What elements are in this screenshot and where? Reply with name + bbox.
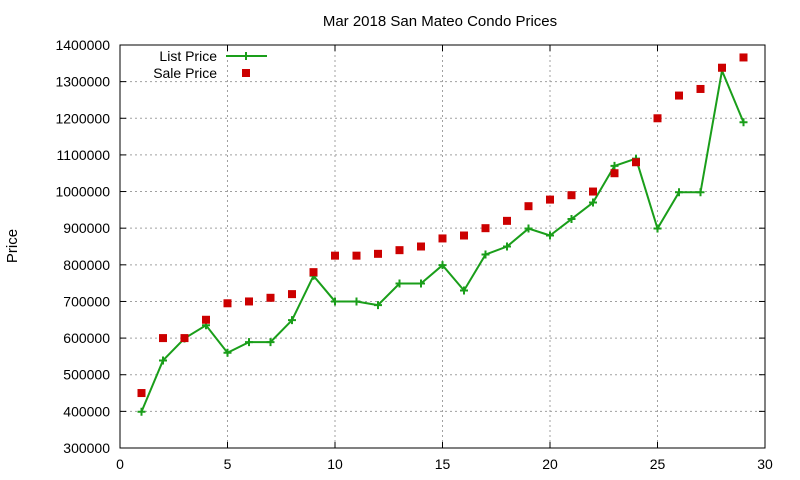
series-layer: [137, 53, 748, 416]
list-price-point: [589, 198, 597, 207]
x-tick-label: 30: [757, 456, 773, 472]
legend-square-swatch: [242, 69, 250, 77]
x-tick-label: 15: [435, 456, 451, 472]
sale-price-point: [675, 91, 683, 100]
sale-price-point: [202, 315, 210, 324]
list-price-point: [288, 316, 296, 325]
x-tick-label: 20: [542, 456, 558, 472]
legend-label: List Price: [159, 48, 217, 64]
sale-price-point: [331, 251, 339, 260]
list-price-point: [331, 297, 339, 306]
sale-price-point: [481, 224, 490, 233]
y-tick-label: 1200000: [55, 110, 110, 126]
y-tick-label: 1400000: [55, 37, 110, 53]
sale-price-point: [524, 202, 533, 211]
y-tick-label: 800000: [63, 257, 110, 273]
chart-title: Mar 2018 San Mateo Condo Prices: [323, 13, 557, 30]
sale-price-point: [223, 299, 232, 308]
axis-ticks: 0 5 10 15 20 25 30 300000 400000 500000 600000 7000…: [55, 37, 773, 472]
list-price-point: [266, 338, 275, 347]
y-tick-label: 1300000: [55, 74, 110, 90]
list-price-point: [395, 279, 404, 288]
sale-price-point: [180, 334, 189, 343]
list-price-point: [223, 348, 232, 357]
y-tick-label: 500000: [63, 367, 110, 383]
y-tick-label: 300000: [63, 440, 110, 456]
sale-price-point: [632, 158, 640, 167]
list-price-point: [567, 215, 576, 224]
series-sale-price: [137, 53, 748, 398]
sale-price-point: [159, 334, 167, 343]
list-price-point: [245, 338, 253, 347]
list-price-point: [503, 242, 511, 251]
sale-price-point: [503, 216, 511, 225]
list-price-point: [481, 250, 490, 259]
y-tick-label: 400000: [63, 403, 110, 419]
list-price-point: [739, 118, 748, 127]
sale-price-point: [288, 290, 296, 299]
x-tick-label: 10: [327, 456, 343, 472]
y-tick-label: 700000: [63, 293, 110, 309]
sale-price-point: [395, 246, 404, 255]
sale-price-point: [245, 297, 253, 306]
x-tick-label: 25: [650, 456, 666, 472]
list-price-point: [438, 261, 447, 270]
sale-price-point: [374, 249, 382, 258]
sale-price-point: [696, 84, 705, 93]
sale-price-point: [653, 114, 662, 123]
y-tick-label: 1000000: [55, 184, 110, 200]
sale-price-point: [718, 63, 726, 72]
grid-lines: [120, 45, 765, 448]
y-tick-label: 900000: [63, 220, 110, 236]
list-price-point: [159, 356, 167, 365]
list-price-point: [374, 301, 382, 310]
list-price-point: [675, 188, 683, 197]
y-axis-label: Price: [4, 229, 21, 263]
list-price-point: [696, 188, 705, 197]
list-price-point: [546, 231, 554, 240]
x-tick-label: 5: [224, 456, 232, 472]
y-tick-label: 600000: [63, 330, 110, 346]
list-price-point: [137, 407, 146, 416]
plot-frame: [119, 44, 766, 449]
list-price-point: [610, 161, 619, 170]
sale-price-point: [546, 195, 554, 204]
sale-price-point: [352, 251, 361, 260]
sale-price-point: [266, 293, 275, 302]
sale-price-point: [309, 268, 318, 277]
list-price-point: [460, 286, 468, 295]
list-price-point: [653, 224, 662, 233]
list-price-point: [417, 279, 425, 288]
y-tick-label: 1100000: [57, 147, 111, 163]
x-tick-label: 0: [116, 456, 124, 472]
sale-price-point: [417, 242, 425, 251]
list-price-point: [352, 297, 361, 306]
legend-label: Sale Price: [153, 65, 217, 81]
sale-price-point: [589, 187, 597, 196]
sale-price-point: [739, 53, 748, 62]
sale-price-point: [610, 169, 619, 178]
sale-price-point: [438, 234, 447, 243]
sale-price-point: [137, 389, 146, 398]
legend-plus-swatch: [242, 52, 250, 60]
sale-price-point: [460, 231, 468, 240]
sale-price-point: [567, 191, 576, 200]
list-price-point: [524, 224, 533, 233]
